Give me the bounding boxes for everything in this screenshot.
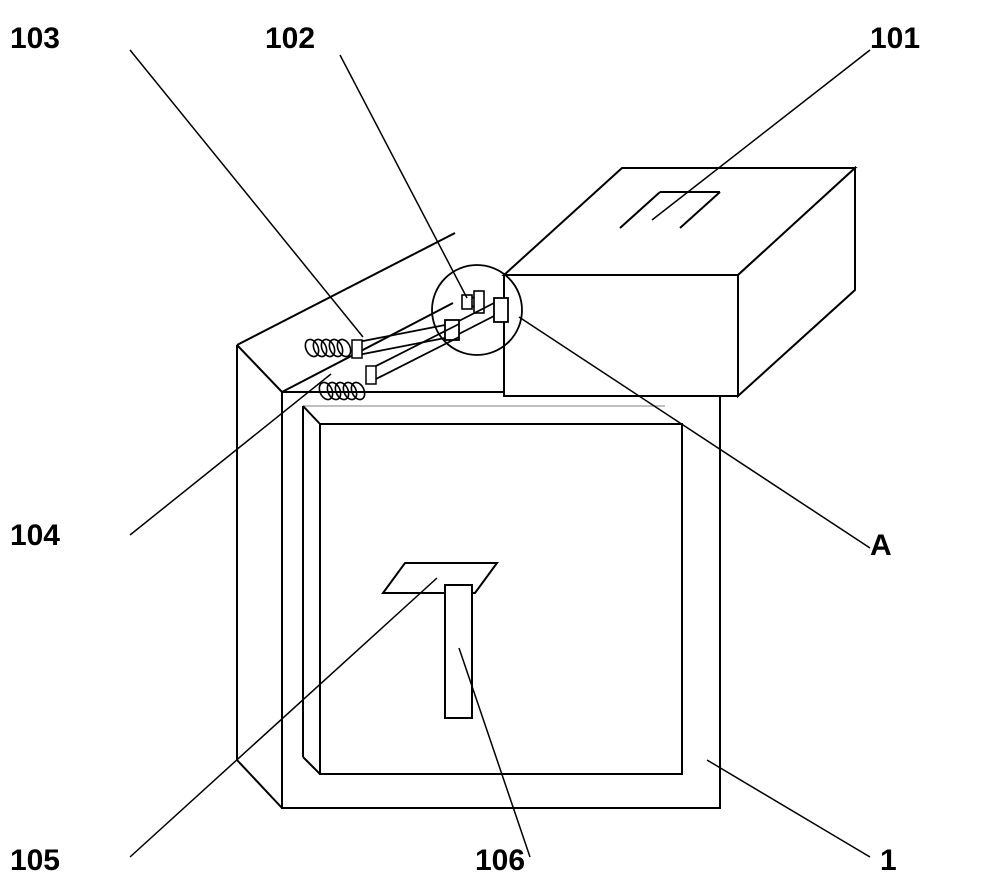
label-101: 101 [870, 22, 920, 55]
internal-paddle [383, 563, 497, 718]
label-105: 105 [10, 844, 60, 877]
diagram-canvas: 103 102 101 104 A 105 106 1 [0, 0, 1000, 894]
label-1: 1 [880, 844, 897, 877]
label-102: 102 [265, 22, 315, 55]
top-box-101 [504, 168, 855, 396]
label-A: A [870, 529, 892, 562]
callout-labels: 103 102 101 104 A 105 106 1 [10, 22, 920, 877]
label-103: 103 [10, 22, 60, 55]
label-104: 104 [10, 519, 60, 552]
label-106: 106 [475, 844, 525, 877]
front-opening [303, 406, 682, 774]
